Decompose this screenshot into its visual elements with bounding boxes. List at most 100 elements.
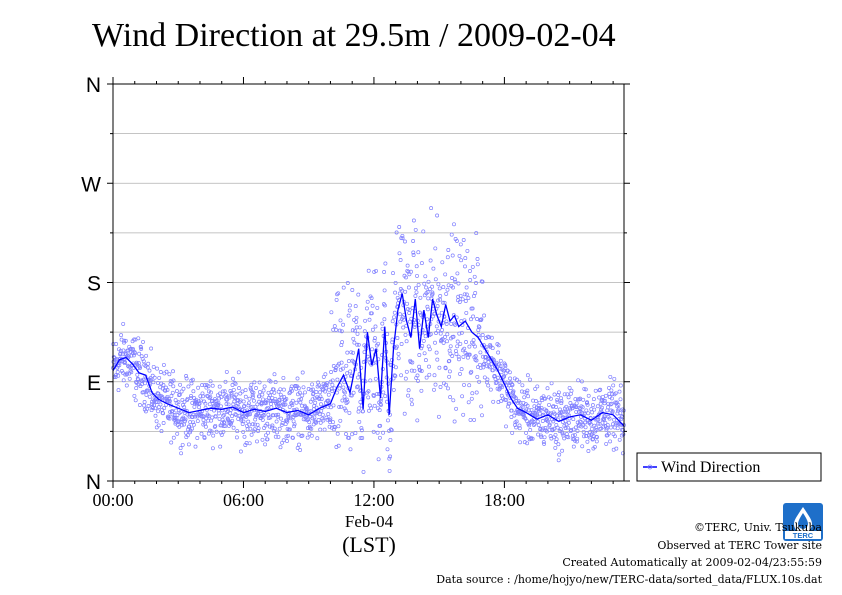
data-point [528,428,533,432]
data-point [349,374,353,379]
data-point [167,416,172,421]
data-point [301,385,306,390]
data-point [530,410,535,415]
data-point [290,403,295,408]
data-point [218,444,223,449]
data-point [345,371,350,376]
data-point [461,412,466,417]
data-point [241,419,246,424]
data-point [349,393,354,398]
data-point [422,351,427,356]
data-point [385,332,390,337]
data-point [423,274,428,279]
y-tick-label: E [87,372,101,395]
data-point [227,395,232,400]
data-point [184,376,189,381]
data-point [242,403,247,408]
data-point [430,290,435,295]
data-point [524,418,529,423]
data-point [469,317,473,322]
data-point [236,370,241,375]
data-point [317,390,322,395]
data-point [260,417,265,422]
data-point [590,403,595,408]
data-point [256,411,261,416]
data-point [523,416,527,420]
data-point [176,400,181,405]
data-point [357,406,362,411]
data-point [342,406,347,411]
data-point [350,432,354,437]
data-point [606,405,610,410]
data-point [185,433,190,438]
data-point [615,426,620,431]
data-point [212,408,216,413]
x-tick-label: 06:00 [223,490,264,510]
data-point [200,383,204,388]
data-point [415,418,420,423]
data-point [388,454,393,459]
data-point [499,399,503,404]
data-point [359,426,364,431]
data-point [440,328,444,332]
data-point [156,409,161,414]
data-point [448,344,453,349]
data-point [395,336,400,340]
data-point [362,329,367,334]
data-point [243,394,248,399]
data-point [447,374,452,379]
data-point [158,402,163,407]
data-point [193,444,198,449]
data-point [570,403,574,408]
data-point [157,375,162,380]
data-point [537,411,542,416]
data-point [208,390,213,395]
data-point [606,431,611,436]
data-point [171,435,176,440]
data-point [352,317,357,322]
data-point [444,319,449,324]
data-point [604,441,609,446]
data-point [586,411,591,416]
data-point [220,389,225,394]
data-point [517,423,522,428]
data-point [458,242,463,247]
data-point [215,393,220,398]
data-point [222,389,227,394]
data-point [575,436,580,441]
data-point [522,390,527,395]
data-point [620,451,625,456]
data-point [332,424,337,429]
data-point [272,428,276,433]
data-point [398,319,403,324]
data-point [416,250,421,255]
data-point [454,238,459,243]
data-point [600,394,605,399]
data-point [160,394,165,399]
data-point [457,331,462,336]
data-point [199,431,204,436]
data-point [462,292,467,297]
data-point [116,373,121,378]
data-point [617,389,622,394]
footer-source: Data source : /home/hojyo/new/TERC-data/… [436,573,822,586]
data-point [461,354,466,359]
data-point [311,391,316,396]
data-point [216,402,221,407]
data-point [583,387,588,392]
data-point [534,399,538,404]
data-point [614,446,619,451]
data-point [162,371,167,376]
data-point [359,428,364,433]
data-point [438,385,443,389]
data-point [206,384,211,389]
data-point [537,400,542,405]
data-point [118,351,123,356]
data-point [146,361,151,366]
data-point [470,391,475,396]
data-point [318,427,323,432]
data-point [123,360,127,365]
data-point [375,391,380,396]
data-point [134,380,138,384]
data-point [453,348,458,353]
